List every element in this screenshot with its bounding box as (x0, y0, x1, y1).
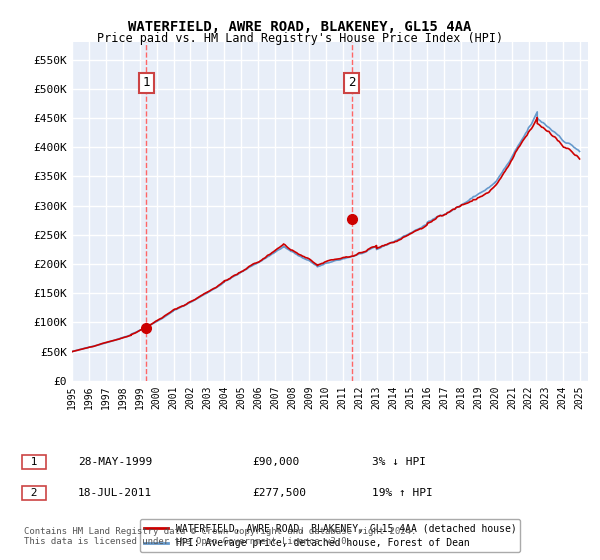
Text: 28-MAY-1999: 28-MAY-1999 (78, 457, 152, 467)
Text: 2: 2 (24, 488, 44, 498)
Legend: WATERFIELD, AWRE ROAD, BLAKENEY, GL15 4AA (detached house), HPI: Average price, : WATERFIELD, AWRE ROAD, BLAKENEY, GL15 4A… (140, 520, 520, 552)
Text: 19% ↑ HPI: 19% ↑ HPI (372, 488, 433, 498)
Text: Contains HM Land Registry data © Crown copyright and database right 2024.
This d: Contains HM Land Registry data © Crown c… (24, 526, 416, 546)
Text: 1: 1 (24, 457, 44, 467)
Text: 2: 2 (348, 76, 356, 90)
Text: 3% ↓ HPI: 3% ↓ HPI (372, 457, 426, 467)
Text: 1: 1 (143, 76, 150, 90)
Text: £277,500: £277,500 (252, 488, 306, 498)
Text: Price paid vs. HM Land Registry's House Price Index (HPI): Price paid vs. HM Land Registry's House … (97, 32, 503, 45)
Text: £90,000: £90,000 (252, 457, 299, 467)
Text: 18-JUL-2011: 18-JUL-2011 (78, 488, 152, 498)
Text: WATERFIELD, AWRE ROAD, BLAKENEY, GL15 4AA: WATERFIELD, AWRE ROAD, BLAKENEY, GL15 4A… (128, 20, 472, 34)
